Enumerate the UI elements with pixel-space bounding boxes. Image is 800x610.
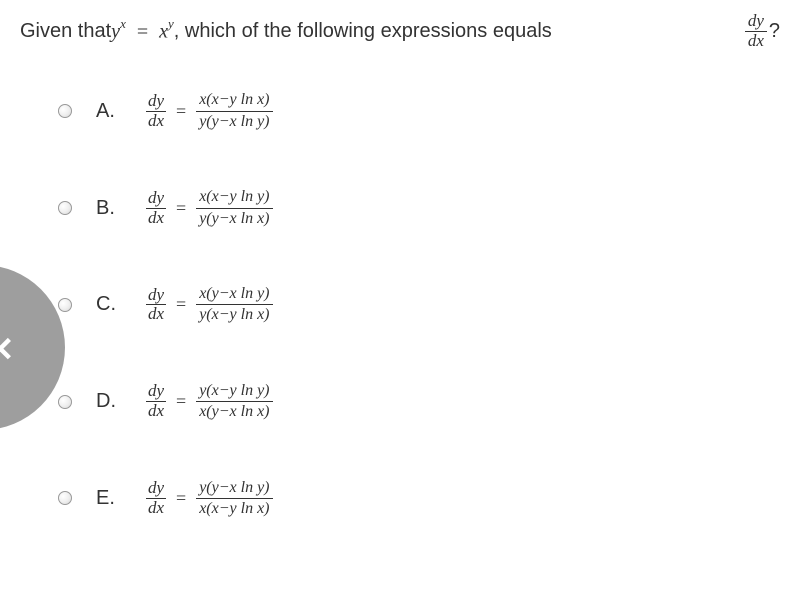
dx-label: dx xyxy=(148,304,164,323)
option-c-denominator: y(x−y ln x) xyxy=(199,306,269,323)
option-d-label: D. xyxy=(96,390,122,413)
question-frac-num: dy xyxy=(745,12,767,32)
equals-icon: = xyxy=(176,391,186,412)
option-e-numerator: y(y−x ln y) xyxy=(199,479,269,496)
dy-label: dy xyxy=(148,91,164,110)
option-a-numerator: x(x−y ln x) xyxy=(199,91,269,108)
radio-a[interactable] xyxy=(58,104,72,118)
equals-icon: = xyxy=(176,101,186,122)
option-a[interactable]: A. dy dx = x(x−y ln x) y(y−x ln y) xyxy=(58,90,780,132)
dy-label: dy xyxy=(148,285,164,304)
option-a-expression: dy dx = x(x−y ln x) y(y−x ln y) xyxy=(146,90,273,132)
option-d-expression: dy dx = y(x−y ln y) x(y−x ln x) xyxy=(146,381,273,423)
lhs-exp: x xyxy=(120,16,126,31)
option-b-label: B. xyxy=(96,197,122,220)
dx-label: dx xyxy=(148,498,164,517)
equals-sign: = xyxy=(137,21,153,43)
option-b-denominator: y(y−x ln x) xyxy=(199,210,269,227)
lhs-base: y xyxy=(111,21,120,43)
dy-label: dy xyxy=(148,188,164,207)
option-e-label: E. xyxy=(96,487,122,510)
question-frac-den: dx xyxy=(745,32,767,51)
dy-label: dy xyxy=(148,381,164,400)
option-d-denominator: x(y−x ln x) xyxy=(199,403,269,420)
option-c-numerator: x(y−x ln y) xyxy=(199,285,269,302)
question-fraction: dy dx xyxy=(745,12,767,50)
option-c-expression: dy dx = x(y−x ln y) y(x−y ln x) xyxy=(146,284,273,326)
option-a-label: A. xyxy=(96,100,122,123)
option-d[interactable]: D. dy dx = y(x−y ln y) x(y−x ln x) xyxy=(58,381,780,423)
question-middle: , which of the following expressions equ… xyxy=(174,16,552,46)
dy-label: dy xyxy=(148,478,164,497)
option-e-denominator: x(x−y ln x) xyxy=(199,500,269,517)
option-c-label: C. xyxy=(96,293,122,316)
rhs-base: x xyxy=(159,21,168,43)
radio-d[interactable] xyxy=(58,395,72,409)
equals-icon: = xyxy=(176,488,186,509)
rhs-exp: y xyxy=(168,16,174,31)
option-b-numerator: x(x−y ln y) xyxy=(199,188,269,205)
radio-b[interactable] xyxy=(58,201,72,215)
option-d-numerator: y(x−y ln y) xyxy=(199,382,269,399)
radio-c[interactable] xyxy=(58,298,72,312)
question-suffix: ? xyxy=(769,16,780,46)
option-e-expression: dy dx = y(y−x ln y) x(x−y ln x) xyxy=(146,478,273,520)
option-b[interactable]: B. dy dx = x(x−y ln y) y(y−x ln x) xyxy=(58,187,780,229)
equals-icon: = xyxy=(176,294,186,315)
options-list: A. dy dx = x(x−y ln x) y(y−x ln y) B. dy… xyxy=(58,90,780,519)
close-icon[interactable]: ✕ xyxy=(0,330,15,370)
question-prefix: Given that xyxy=(20,16,111,46)
question-stem: Given that yx = xy , which of the follow… xyxy=(20,12,780,50)
option-e[interactable]: E. dy dx = y(y−x ln y) x(x−y ln x) xyxy=(58,478,780,520)
option-a-denominator: y(y−x ln y) xyxy=(199,113,269,130)
radio-e[interactable] xyxy=(58,491,72,505)
dx-label: dx xyxy=(148,208,164,227)
option-c[interactable]: C. dy dx = x(y−x ln y) y(x−y ln x) xyxy=(58,284,780,326)
dx-label: dx xyxy=(148,111,164,130)
option-b-expression: dy dx = x(x−y ln y) y(y−x ln x) xyxy=(146,187,273,229)
equals-icon: = xyxy=(176,198,186,219)
dx-label: dx xyxy=(148,401,164,420)
